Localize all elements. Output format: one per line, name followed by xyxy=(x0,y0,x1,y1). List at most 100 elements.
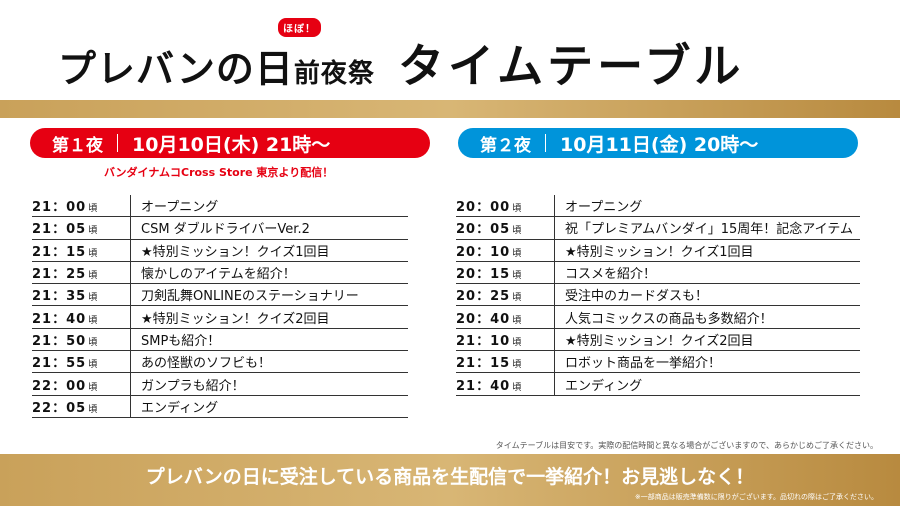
schedule-time: 21：15 頃 xyxy=(456,352,554,371)
logo-sub: 前夜祭 xyxy=(293,59,375,89)
divider xyxy=(545,134,546,152)
schedule-item: ★特別ミッション！クイズ2回目 xyxy=(130,306,408,328)
night1-venue-note: バンダイナムコCross Store 東京より配信！ xyxy=(104,166,334,179)
schedule-item: SMPも紹介！ xyxy=(130,328,408,351)
schedule-item: ロボット商品を一挙紹介！ xyxy=(554,351,860,373)
logo-main: プレバンの日 xyxy=(58,47,294,91)
time-value: 20：40 xyxy=(456,311,511,327)
schedule-row: 20：15 頃コスメを紹介！ xyxy=(456,261,860,285)
time-suffix: 頃 xyxy=(512,226,523,237)
schedule-item: コスメを紹介！ xyxy=(554,261,860,284)
time-suffix: 頃 xyxy=(88,204,99,215)
schedule-time: 22：05 頃 xyxy=(32,397,130,416)
time-value: 21：25 xyxy=(32,267,87,283)
schedule-time: 21：25 頃 xyxy=(32,263,130,282)
schedule-item: ★特別ミッション！クイズ2回目 xyxy=(554,328,860,351)
time-value: 21：15 xyxy=(456,356,511,372)
schedule-item: オープニング xyxy=(554,195,860,217)
timetable-panel xyxy=(16,118,884,454)
time-suffix: 頃 xyxy=(88,271,99,282)
schedule-item: ★特別ミッション！クイズ1回目 xyxy=(130,239,408,261)
schedule-row: 21：35 頃刀剣乱舞ONLINEのステーショナリー xyxy=(32,284,408,307)
time-suffix: 頃 xyxy=(88,293,99,304)
schedule-time: 21：15 頃 xyxy=(32,241,130,260)
page-title: タイムテーブル xyxy=(398,39,745,93)
schedule-row: 21：15 頃 ★特別ミッション！クイズ1回目 xyxy=(32,239,408,262)
schedule-time: 20：10 頃 xyxy=(456,241,554,260)
header: プレバンの日前夜祭 ほぼ！ タイムテーブル xyxy=(0,0,900,104)
time-suffix: 頃 xyxy=(512,337,523,348)
footer: プレバンの日に受注している商品を生配信で一挙紹介！お見逃しなく！ ※一部商品は販… xyxy=(0,454,900,506)
schedule-row: 21：40 頃エンディング xyxy=(456,373,860,396)
time-value: 21：35 xyxy=(32,289,87,305)
schedule-row: 21：00 頃オープニング xyxy=(32,195,408,218)
time-value: 21：10 xyxy=(456,333,511,349)
schedule-row: 20：40 頃 人気コミックスの商品も多数紹介！ xyxy=(456,306,860,329)
time-suffix: 頃 xyxy=(88,226,99,237)
schedule-row: 20：25 頃受注中のカードダスも！ xyxy=(456,284,860,307)
time-suffix: 頃 xyxy=(512,204,523,215)
night2-date: 10月11日(金) 20時～ xyxy=(560,133,759,156)
time-value: 20：05 xyxy=(456,222,511,238)
schedule-item: ★特別ミッション！クイズ1回目 xyxy=(554,239,860,261)
schedule-time: 21：40 頃 xyxy=(456,375,554,394)
event-logo: プレバンの日前夜祭 ほぼ！ xyxy=(58,18,375,93)
schedule-row: 21：15 頃ロボット商品を一挙紹介！ xyxy=(456,351,860,374)
disclaimer: タイムテーブルは目安です。実際の配信時間と異なる場合がございますので、あらかじめ… xyxy=(495,441,878,450)
gold-band xyxy=(0,100,900,118)
schedule-row: 21：55 頃 あの怪獣のソフビも！ xyxy=(32,351,408,374)
time-value: 21：00 xyxy=(32,200,87,216)
time-suffix: 頃 xyxy=(88,337,99,348)
time-value: 20：00 xyxy=(456,200,511,216)
schedule-item: CSM ダブルドライバーVer.2 xyxy=(130,217,408,239)
schedule-item: エンディング xyxy=(554,373,860,395)
time-value: 21：40 xyxy=(32,311,87,327)
schedule-time: 21：10 頃 xyxy=(456,330,554,349)
time-value: 21：15 xyxy=(32,244,87,260)
schedule-item: エンディング xyxy=(130,395,408,417)
schedule-time: 21：40 頃 xyxy=(32,308,130,327)
time-value: 21：55 xyxy=(32,356,87,372)
schedule-time: 21：35 頃 xyxy=(32,285,130,304)
schedule-time: 22：00 頃 xyxy=(32,375,130,394)
schedule-row: 21：05 頃 CSM ダブルドライバーVer.2 xyxy=(32,217,408,240)
time-suffix: 頃 xyxy=(88,404,99,415)
time-suffix: 頃 xyxy=(88,315,99,326)
night2-label: 第２夜 xyxy=(480,135,531,156)
schedule-time: 20：00 頃 xyxy=(456,196,554,215)
time-suffix: 頃 xyxy=(88,382,99,393)
time-value: 21：40 xyxy=(456,378,511,394)
time-suffix: 頃 xyxy=(512,293,523,304)
time-suffix: 頃 xyxy=(512,382,523,393)
schedule-row: 20：05 頃祝「プレミアムバンダイ」15周年！記念アイテム xyxy=(456,217,860,240)
schedule-item: 祝「プレミアムバンダイ」15周年！記念アイテム xyxy=(554,217,860,239)
time-value: 22：00 xyxy=(32,378,87,394)
schedule-row: 21：25 頃懐かしのアイテムを紹介！ xyxy=(32,261,408,285)
time-value: 22：05 xyxy=(32,400,87,416)
logo-badge: ほぼ！ xyxy=(278,18,321,37)
night1-header: 第１夜 10月10日(木) 21時～ xyxy=(30,128,430,158)
time-value: 21：50 xyxy=(32,333,87,349)
schedule-item: ガンプラも紹介！ xyxy=(130,373,408,395)
time-suffix: 頃 xyxy=(512,248,523,259)
schedule-item: あの怪獣のソフビも！ xyxy=(130,351,408,373)
time-suffix: 頃 xyxy=(512,360,523,371)
schedule-time: 20：15 頃 xyxy=(456,263,554,282)
time-value: 20：25 xyxy=(456,289,511,305)
schedule-row: 21：50 頃 SMPも紹介！ xyxy=(32,328,408,352)
divider xyxy=(117,134,118,152)
schedule-time: 20：05 頃 xyxy=(456,218,554,237)
time-suffix: 頃 xyxy=(512,315,523,326)
schedule-item: 刀剣乱舞ONLINEのステーショナリー xyxy=(130,284,408,306)
time-suffix: 頃 xyxy=(512,271,523,282)
time-suffix: 頃 xyxy=(88,360,99,371)
schedule-item: 人気コミックスの商品も多数紹介！ xyxy=(554,306,860,328)
time-value: 20：10 xyxy=(456,244,511,260)
night2-schedule: 20：00 頃オープニング 20：05 頃祝「プレミアムバンダイ」15周年！記念アイテ… xyxy=(456,195,860,396)
night2-header: 第２夜 10月11日(金) 20時～ xyxy=(458,128,858,158)
schedule-row: 21：10 頃 ★特別ミッション！クイズ2回目 xyxy=(456,328,860,352)
footer-message: プレバンの日に受注している商品を生配信で一挙紹介！お見逃しなく！ xyxy=(145,466,755,488)
schedule-row: 20：00 頃オープニング xyxy=(456,195,860,218)
schedule-time: 21：05 頃 xyxy=(32,218,130,237)
schedule-time: 21：50 頃 xyxy=(32,330,130,349)
